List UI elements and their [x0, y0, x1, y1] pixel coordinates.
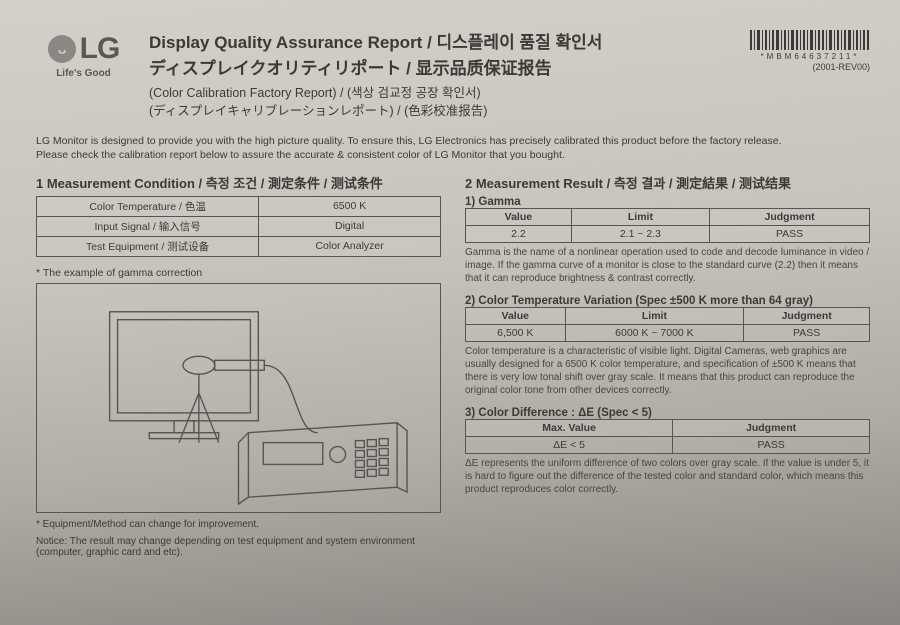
- content-columns: 1 Measurement Condition / 측정 조건 / 測定条件 /…: [36, 173, 870, 558]
- barcode-block: *MBM64637211* (2001-REV00): [750, 28, 870, 72]
- table-row: Test Equipment / 测试设备Color Analyzer: [37, 236, 441, 256]
- revision-code: (2001-REV00): [750, 62, 870, 72]
- subtitle-1: (Color Calibration Factory Report) / (색상…: [149, 84, 732, 102]
- title-line-2: ディスプレイクオリティリポート / 显示品质保证报告: [149, 54, 732, 79]
- intro-text: LG Monitor is designed to provide you wi…: [36, 134, 870, 162]
- gamma-table: Value Limit Judgment 2.2 2.1 ~ 2.3 PASS: [465, 208, 870, 243]
- col-header: Value: [466, 208, 572, 225]
- gamma-diagram: [36, 283, 441, 513]
- condition-table: Color Temperature / 色温6500 K Input Signa…: [36, 196, 441, 257]
- right-column: 2 Measurement Result / 측정 결과 / 測定結果 / 测试…: [465, 173, 870, 558]
- cond-value: Digital: [259, 216, 441, 236]
- logo-face-icon: ᴗ: [48, 35, 76, 63]
- intro-line-2: Please check the calibration report belo…: [36, 148, 870, 162]
- subtitle: (Color Calibration Factory Report) / (색상…: [149, 84, 732, 120]
- table-row: Color Temperature / 色温6500 K: [37, 196, 441, 216]
- barcode-icon: [750, 30, 870, 52]
- col-header: Limit: [571, 208, 709, 225]
- cond-label: Input Signal / 输入信号: [37, 216, 259, 236]
- footnote-1: * Equipment/Method can change for improv…: [36, 519, 441, 530]
- table-row: 2.2 2.1 ~ 2.3 PASS: [466, 225, 870, 242]
- de-block: 3) Color Difference : ΔE (Spec < 5) Max.…: [465, 407, 870, 496]
- cell-value: PASS: [710, 225, 870, 242]
- left-column: 1 Measurement Condition / 측정 조건 / 測定条件 /…: [36, 173, 441, 558]
- footnote-2: Notice: The result may change depending …: [36, 536, 441, 558]
- de-desc: ΔE represents the uniform difference of …: [465, 457, 870, 496]
- logo-brand: LG: [80, 32, 120, 66]
- cond-value: Color Analyzer: [259, 236, 441, 256]
- cell-value: ΔE < 5: [466, 436, 673, 453]
- table-header-row: Max. Value Judgment: [466, 419, 870, 436]
- table-row: ΔE < 5 PASS: [466, 436, 870, 453]
- document-page: ᴗ LG Life's Good Display Quality Assuran…: [10, 18, 890, 625]
- cond-label: Color Temperature / 色温: [37, 196, 259, 216]
- ct-desc: Color temperature is a characteristic of…: [465, 345, 870, 397]
- col-header: Judgment: [673, 419, 870, 436]
- ct-block: 2) Color Temperature Variation (Spec ±50…: [465, 295, 870, 397]
- cell-value: PASS: [744, 324, 870, 341]
- ct-table: Value Limit Judgment 6,500 K 6000 K ~ 70…: [465, 307, 870, 342]
- header: ᴗ LG Life's Good Display Quality Assuran…: [36, 28, 870, 120]
- col-header: Value: [466, 307, 566, 324]
- cond-label: Test Equipment / 测试设备: [37, 236, 259, 256]
- table-row: Input Signal / 输入信号Digital: [37, 216, 441, 236]
- gamma-block: 1) Gamma Value Limit Judgment 2.2 2.1 ~ …: [465, 196, 870, 285]
- de-table: Max. Value Judgment ΔE < 5 PASS: [465, 419, 870, 454]
- cell-value: 2.2: [466, 225, 572, 242]
- table-header-row: Value Limit Judgment: [466, 307, 870, 324]
- logo-block: ᴗ LG Life's Good: [36, 28, 131, 79]
- col-header: Max. Value: [466, 419, 673, 436]
- section-2-title: 2 Measurement Result / 측정 결과 / 測定結果 / 测试…: [465, 173, 870, 192]
- cell-value: 6000 K ~ 7000 K: [565, 324, 744, 341]
- de-title: 3) Color Difference : ΔE (Spec < 5): [465, 407, 870, 419]
- col-header: Limit: [565, 307, 744, 324]
- cell-value: 2.1 ~ 2.3: [571, 225, 709, 242]
- cell-value: PASS: [673, 436, 870, 453]
- col-header: Judgment: [710, 208, 870, 225]
- table-header-row: Value Limit Judgment: [466, 208, 870, 225]
- cell-value: 6,500 K: [466, 324, 566, 341]
- col-header: Judgment: [744, 307, 870, 324]
- gamma-title: 1) Gamma: [465, 196, 870, 208]
- barcode-number: *MBM64637211*: [750, 52, 870, 61]
- title-block: Display Quality Assurance Report / 디스플레이…: [149, 28, 732, 120]
- title-line-1: Display Quality Assurance Report / 디스플레이…: [149, 28, 732, 53]
- subtitle-2: (ディスプレイキャリブレーションレポート) / (色彩校准报告): [149, 102, 732, 120]
- logo-tagline: Life's Good: [36, 68, 131, 79]
- lg-logo: ᴗ LG: [48, 32, 120, 66]
- intro-line-1: LG Monitor is designed to provide you wi…: [36, 134, 870, 148]
- cond-value: 6500 K: [259, 196, 441, 216]
- diagram-caption: * The example of gamma correction: [36, 267, 441, 279]
- table-row: 6,500 K 6000 K ~ 7000 K PASS: [466, 324, 870, 341]
- gamma-desc: Gamma is the name of a nonlinear operati…: [465, 246, 870, 285]
- ct-title: 2) Color Temperature Variation (Spec ±50…: [465, 295, 870, 307]
- section-1-title: 1 Measurement Condition / 측정 조건 / 測定条件 /…: [36, 173, 441, 192]
